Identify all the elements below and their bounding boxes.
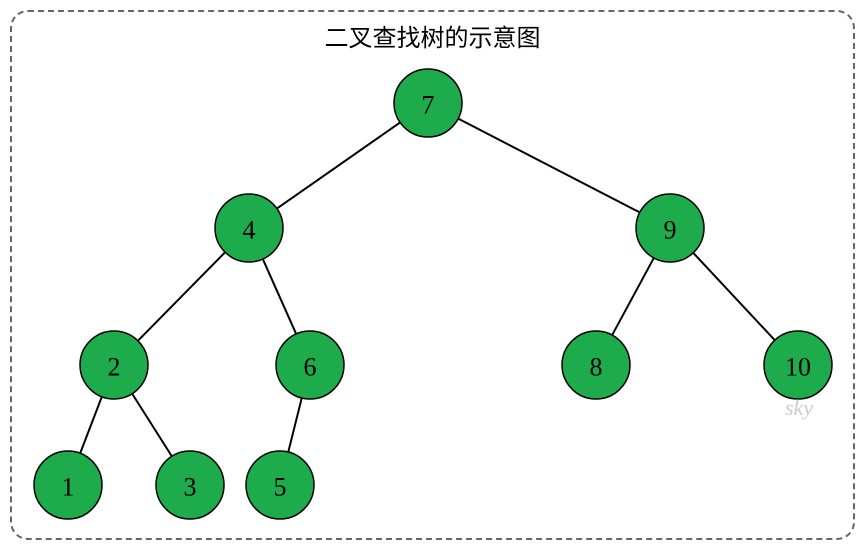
tree-node: 9 bbox=[636, 194, 704, 262]
tree-node-label: 4 bbox=[243, 216, 256, 245]
tree-node-label: 3 bbox=[184, 473, 197, 502]
tree-edge bbox=[612, 258, 654, 335]
tree-edge bbox=[80, 397, 102, 454]
tree-node-label: 2 bbox=[108, 353, 121, 382]
tree-edge bbox=[277, 122, 400, 208]
tree-edge bbox=[263, 259, 296, 334]
tree-node: 10 bbox=[764, 331, 832, 399]
tree-edge bbox=[132, 394, 172, 457]
tree-node-label: 7 bbox=[422, 91, 435, 120]
tree-node-label: 1 bbox=[62, 473, 75, 502]
tree-node: 2 bbox=[80, 331, 148, 399]
watermark-text: sky bbox=[785, 395, 813, 421]
tree-svg: 7 4 9 2 6 8 10 1 3 5 bbox=[0, 0, 865, 550]
tree-node-label: 8 bbox=[590, 353, 603, 382]
tree-node-label: 6 bbox=[304, 353, 317, 382]
tree-node: 3 bbox=[156, 451, 224, 519]
tree-node: 6 bbox=[276, 331, 344, 399]
tree-node: 5 bbox=[246, 451, 314, 519]
tree-edge bbox=[138, 252, 225, 341]
tree-edge bbox=[693, 253, 775, 340]
tree-node: 4 bbox=[215, 194, 283, 262]
tree-node-label: 10 bbox=[785, 353, 811, 382]
tree-node: 1 bbox=[34, 451, 102, 519]
tree-node: 7 bbox=[394, 69, 462, 137]
tree-node: 8 bbox=[562, 331, 630, 399]
tree-edge bbox=[458, 119, 640, 213]
tree-node-label: 5 bbox=[274, 473, 287, 502]
tree-edge bbox=[288, 398, 302, 452]
edges-layer bbox=[80, 119, 775, 457]
nodes-layer: 7 4 9 2 6 8 10 1 3 5 bbox=[34, 69, 832, 519]
tree-node-label: 9 bbox=[664, 216, 677, 245]
